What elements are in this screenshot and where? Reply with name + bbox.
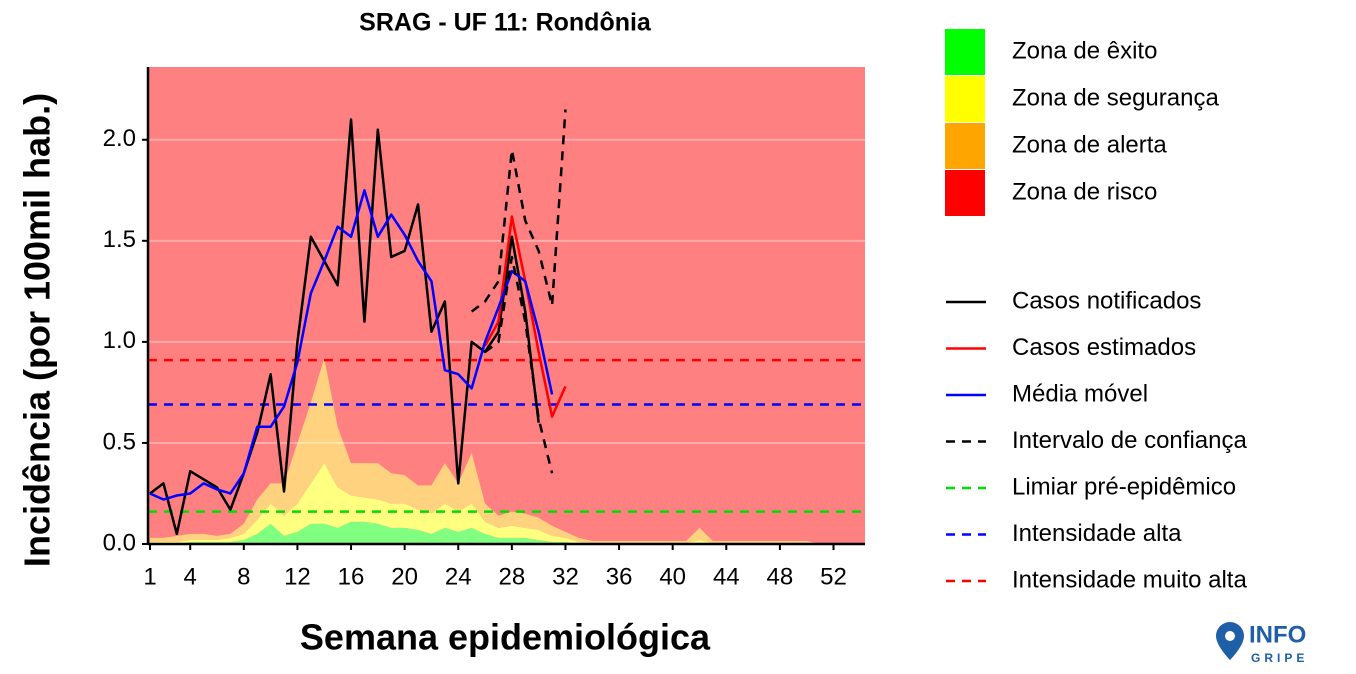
- y-tick-label: 0.0: [103, 529, 136, 556]
- x-tick-label: 16: [338, 563, 365, 590]
- zone-area: [150, 521, 834, 544]
- y-tick-label: 0.5: [103, 428, 136, 455]
- x-tick-label: 32: [552, 563, 579, 590]
- logo-pin-dot: [1225, 631, 1235, 641]
- zone-area: [150, 358, 834, 544]
- legend-label: Zona de risco: [1012, 178, 1157, 205]
- x-tick-label: 1: [143, 563, 156, 590]
- legend-label: Intensidade alta: [1012, 520, 1182, 547]
- series-line: [149, 189, 554, 501]
- legend-label: Casos notificados: [1012, 287, 1201, 314]
- x-tick-label: 44: [713, 563, 740, 590]
- x-tick-label: 4: [184, 563, 197, 590]
- series-line: [149, 118, 540, 536]
- legend-label: Limiar pré-epidêmico: [1012, 473, 1236, 500]
- y-tick-label: 1.5: [103, 226, 136, 253]
- logo-top: INFO: [1249, 621, 1306, 648]
- legend-label: Intervalo de confiança: [1012, 427, 1247, 454]
- x-tick-label: 52: [820, 563, 847, 590]
- risk-zone: [148, 67, 865, 544]
- series-line: [484, 255, 554, 474]
- x-tick-label: 28: [499, 563, 526, 590]
- legend-label: Casos estimados: [1012, 334, 1196, 361]
- legend-label: Média móvel: [1012, 380, 1148, 407]
- y-tick-label: 1.0: [103, 327, 136, 354]
- legend-label: Zona de alerta: [1012, 131, 1167, 158]
- x-tick-label: 8: [237, 563, 250, 590]
- x-tick-label: 20: [391, 563, 418, 590]
- legend-label: Intensidade muito alta: [1012, 566, 1247, 593]
- x-tick-label: 40: [659, 563, 686, 590]
- x-tick-label: 36: [606, 563, 633, 590]
- series-line: [470, 109, 567, 313]
- logo: INFO GRIPE: [1216, 621, 1308, 665]
- legend-label: Zona de êxito: [1012, 37, 1157, 64]
- legend-swatch: [945, 123, 985, 169]
- x-tick-label: 48: [767, 563, 794, 590]
- logo-bottom: GRIPE: [1251, 651, 1308, 665]
- y-axis-label: Incidência (por 100mil hab.): [17, 93, 58, 567]
- chart-title: SRAG - UF 11: Rondônia: [359, 9, 652, 37]
- x-axis-label: Semana epidemiológica: [300, 617, 711, 658]
- legend-swatch: [945, 76, 985, 122]
- legend-swatch: [945, 29, 985, 75]
- zone-area: [150, 463, 834, 544]
- x-tick-label: 12: [284, 563, 311, 590]
- legend-label: Zona de segurança: [1012, 84, 1219, 111]
- y-tick-label: 2.0: [103, 125, 136, 152]
- legend-swatch: [945, 170, 985, 216]
- x-tick-label: 24: [445, 563, 472, 590]
